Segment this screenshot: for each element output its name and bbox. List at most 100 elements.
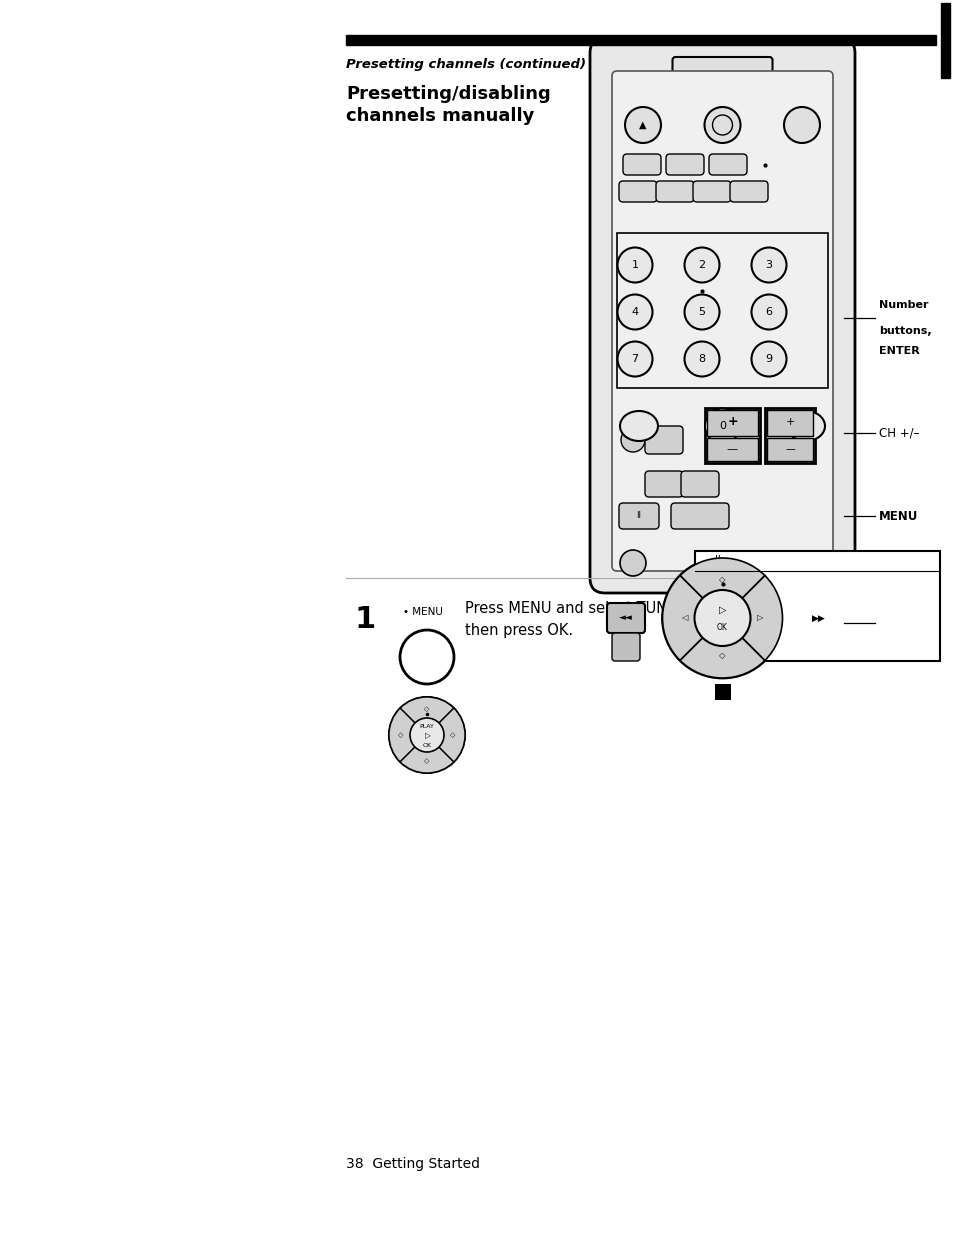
- Circle shape: [619, 550, 645, 576]
- Circle shape: [617, 342, 652, 376]
- FancyBboxPatch shape: [680, 471, 719, 497]
- Text: ◇: ◇: [450, 732, 456, 739]
- Text: Press MENU and select TUNER PRESET,
then press OK.: Press MENU and select TUNER PRESET, then…: [464, 600, 750, 637]
- FancyBboxPatch shape: [612, 633, 639, 661]
- Wedge shape: [661, 576, 721, 661]
- Bar: [764, 408, 814, 464]
- Text: PLAY: PLAY: [419, 724, 434, 729]
- Circle shape: [617, 295, 652, 329]
- Circle shape: [751, 342, 785, 376]
- Text: 6: 6: [764, 307, 772, 317]
- Text: TUNER PRESET: TUNER PRESET: [700, 552, 775, 562]
- Text: +: +: [784, 417, 794, 427]
- Ellipse shape: [619, 411, 658, 441]
- Text: ►MANUAL SET    •ADD ERASE: ►MANUAL SET •ADD ERASE: [700, 608, 821, 616]
- Text: 9: 9: [764, 354, 772, 364]
- Bar: [766, 411, 812, 435]
- FancyBboxPatch shape: [622, 154, 660, 175]
- Text: AFT           •ON  OFF: AFT •ON OFF: [700, 624, 806, 634]
- Text: 1: 1: [355, 605, 375, 634]
- FancyBboxPatch shape: [692, 181, 730, 202]
- Text: buttons,: buttons,: [878, 326, 931, 337]
- Text: 8: 8: [698, 354, 705, 364]
- Circle shape: [389, 697, 464, 773]
- Ellipse shape: [786, 411, 824, 441]
- Text: ▷: ▷: [425, 731, 431, 741]
- FancyBboxPatch shape: [708, 154, 746, 175]
- Text: OK: OK: [878, 598, 897, 612]
- Circle shape: [751, 248, 785, 282]
- Bar: [714, 684, 730, 700]
- FancyBboxPatch shape: [656, 181, 693, 202]
- Text: ◁: ◁: [680, 614, 687, 623]
- FancyBboxPatch shape: [589, 38, 854, 593]
- Text: MENU: MENU: [878, 509, 918, 523]
- Wedge shape: [399, 697, 454, 735]
- Text: 5: 5: [698, 307, 705, 317]
- Circle shape: [704, 408, 740, 444]
- Bar: [706, 438, 758, 461]
- Text: • MENU: • MENU: [402, 607, 442, 616]
- Circle shape: [399, 630, 454, 684]
- Circle shape: [783, 107, 820, 143]
- Wedge shape: [679, 618, 764, 678]
- Text: ANTENNA/CABLE  ANT•CABLE: ANTENNA/CABLE ANT•CABLE: [700, 575, 816, 584]
- Circle shape: [624, 107, 660, 143]
- Text: 0: 0: [719, 420, 725, 432]
- FancyBboxPatch shape: [800, 603, 837, 633]
- Bar: [346, 35, 935, 44]
- FancyBboxPatch shape: [729, 181, 767, 202]
- Text: II: II: [636, 512, 640, 520]
- Text: 38  Getting Started: 38 Getting Started: [346, 1157, 479, 1171]
- Circle shape: [684, 342, 719, 376]
- FancyBboxPatch shape: [644, 471, 682, 497]
- Text: ◇: ◇: [719, 651, 725, 661]
- Text: ▲: ▲: [639, 120, 646, 129]
- FancyBboxPatch shape: [665, 154, 703, 175]
- Circle shape: [661, 559, 781, 678]
- Wedge shape: [389, 708, 427, 762]
- Circle shape: [684, 248, 719, 282]
- Text: II: II: [714, 555, 720, 565]
- Text: 2: 2: [698, 260, 705, 270]
- Circle shape: [620, 428, 644, 453]
- Circle shape: [712, 115, 732, 134]
- Text: —: —: [726, 444, 738, 454]
- FancyBboxPatch shape: [672, 57, 772, 78]
- FancyBboxPatch shape: [618, 503, 659, 529]
- Text: OK: OK: [422, 743, 431, 748]
- FancyBboxPatch shape: [606, 603, 644, 633]
- FancyBboxPatch shape: [804, 633, 832, 661]
- Wedge shape: [721, 576, 781, 661]
- Text: CH: CH: [923, 552, 935, 562]
- Text: CH +/–: CH +/–: [878, 427, 919, 439]
- Text: Presetting channels (continued): Presetting channels (continued): [346, 58, 585, 72]
- Text: OK: OK: [717, 623, 727, 633]
- Text: ◇: ◇: [719, 576, 725, 584]
- FancyBboxPatch shape: [670, 503, 728, 529]
- Text: Number: Number: [878, 300, 927, 309]
- Text: ◇: ◇: [398, 732, 403, 739]
- Text: —: —: [784, 444, 794, 454]
- Text: ◄◄: ◄◄: [618, 614, 632, 623]
- FancyBboxPatch shape: [612, 72, 832, 571]
- Circle shape: [410, 718, 443, 752]
- Circle shape: [751, 295, 785, 329]
- Text: 1: 1: [631, 260, 638, 270]
- Bar: [695, 551, 939, 661]
- Bar: [940, 2, 949, 78]
- Bar: [706, 411, 758, 435]
- Text: ENTER: ENTER: [878, 346, 919, 356]
- Text: ▷: ▷: [757, 614, 763, 623]
- Text: FINE TUNING: FINE TUNING: [700, 641, 753, 650]
- Text: 7: 7: [631, 354, 638, 364]
- Text: ↑/↓/←/→: ↑/↓/←/→: [878, 625, 928, 635]
- Text: ◇: ◇: [424, 707, 429, 711]
- Bar: [704, 408, 760, 464]
- Text: ▶▶: ▶▶: [811, 614, 825, 623]
- Text: 3: 3: [764, 260, 772, 270]
- Bar: [766, 438, 812, 461]
- Circle shape: [703, 107, 740, 143]
- Wedge shape: [399, 735, 454, 773]
- Text: 4: 4: [631, 307, 638, 317]
